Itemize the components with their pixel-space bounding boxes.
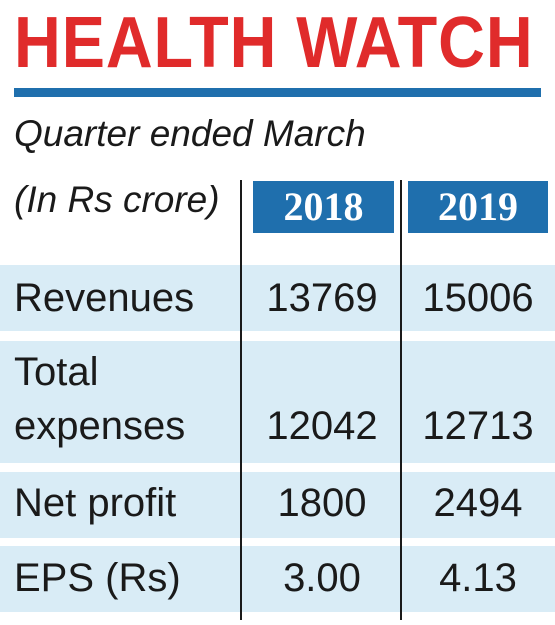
row-label-eps: EPS (Rs): [14, 556, 181, 600]
cell-total-expenses-2018: 12042: [266, 404, 378, 448]
column-header-2018: 2018: [253, 181, 394, 233]
column-divider-2: [400, 180, 402, 620]
row-label-net-profit: Net profit: [14, 481, 177, 525]
unit-label: (In Rs crore): [14, 179, 220, 220]
row-label-total-expenses-line2: expenses: [14, 404, 186, 448]
table-row-eps: [0, 546, 555, 612]
cell-eps-2019: 4.13: [439, 556, 517, 600]
row-label-revenues: Revenues: [14, 276, 195, 320]
table-row-revenues: [0, 265, 555, 331]
subtitle: Quarter ended March: [14, 113, 366, 154]
cell-net-profit-2018: 1800: [277, 481, 367, 525]
cell-net-profit-2019: 2494: [433, 481, 523, 525]
title-underline: [14, 88, 541, 97]
cell-total-expenses-2019: 12713: [422, 404, 534, 448]
column-divider-1: [240, 180, 242, 620]
row-label-total-expenses-line1: Total: [14, 350, 99, 394]
table-row-net-profit: [0, 472, 555, 538]
cell-eps-2018: 3.00: [283, 556, 361, 600]
cell-revenues-2019: 15006: [422, 276, 534, 320]
page-title: HEALTH WATCH: [14, 3, 534, 83]
cell-revenues-2018: 13769: [266, 276, 378, 320]
table-row-total-expenses: [0, 341, 555, 463]
column-header-2019: 2019: [408, 181, 548, 233]
